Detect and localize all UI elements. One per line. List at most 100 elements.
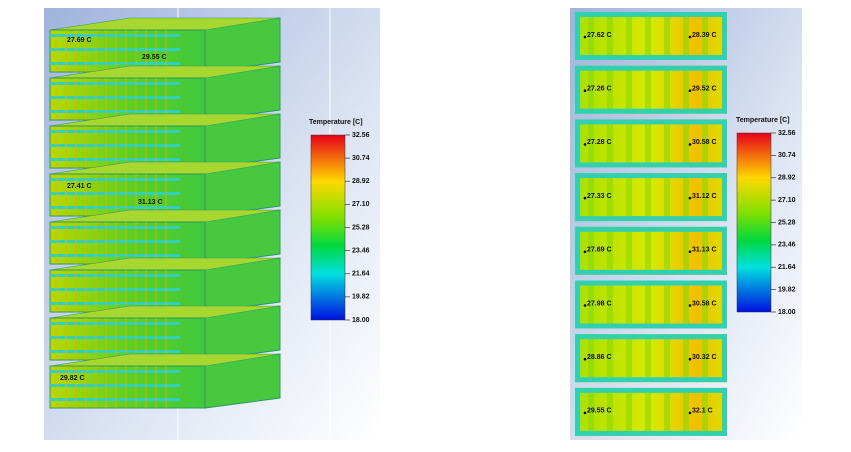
legend-tick-label: 23.46 [352,247,370,254]
cooling-bar [50,254,180,257]
cell-stripe [645,17,651,55]
cooling-bar [722,334,727,383]
color-bar [736,132,772,313]
cooling-bar [50,240,180,243]
probe-point [688,304,692,307]
probe-point [583,304,587,307]
cell-stripe [626,17,632,55]
cell-stripe [588,231,594,270]
probe-label: 30.58 C [692,300,717,307]
cooling-bar [575,119,580,168]
cell-stripe [683,70,689,109]
legend-tick-label: 32.56 [352,132,370,139]
cooling-bar [50,226,180,229]
cell-stripe [588,124,594,163]
legend-title: Temperature [C] [736,117,790,124]
cell-stripe [588,285,594,324]
legend-tick-label: 19.82 [352,294,370,301]
cooling-bar [722,226,727,275]
cell-stripe [683,231,689,270]
cell-stripe [683,124,689,163]
cooling-bar [50,206,180,209]
probe-label: 28.39 C [692,32,717,39]
legend-title: Temperature [C] [309,119,363,126]
cell-stripe [645,231,651,270]
cell-stripe [664,285,670,324]
probe-label: 31.13 C [692,247,717,254]
cell-stripe [626,392,632,431]
probe-label: 27.62 C [587,32,612,39]
probe-label: 30.32 C [692,354,717,361]
cell-stripe [683,17,689,55]
cooling-bar [575,430,727,436]
cooling-bar [50,370,180,373]
cooling-bar [575,280,580,329]
cell-stripe [607,178,613,217]
cooling-bar [50,62,180,65]
cooling-bar [575,377,727,383]
cell-stripe [645,178,651,217]
cell-stripe [645,392,651,431]
probe-point [583,89,587,92]
probe-point [688,411,692,415]
left-model: 27.69 C 29.55 C 27.41 C 31.13 C 29.82 C [49,17,281,409]
cooling-bar [722,119,727,168]
cell-stripe [588,70,594,109]
legend-tick-label: 23.46 [778,242,796,249]
cell-stripe [588,178,594,217]
legend-tick-label: 28.92 [778,175,796,182]
color-bar [310,134,346,321]
cell-stripe [645,285,651,324]
cell-stripe [702,70,708,109]
cooling-bar [575,108,727,114]
cooling-bar [575,55,727,60]
probe-label: 29.55 C [142,54,167,61]
legend-tick-label: 30.74 [778,152,796,159]
cooling-bar [575,12,580,60]
cooling-bar [50,144,180,147]
cell-stripe [664,231,670,270]
cell-stripe [683,178,689,217]
cooling-bar [575,323,727,329]
probe-point [583,250,587,254]
cell-stripe [626,70,632,109]
cell-stripe [683,285,689,324]
cooling-bar [575,226,580,275]
legend-tick-label: 18.00 [778,309,796,316]
legend-tick-label: 27.10 [352,201,370,208]
legend-tick-label: 32.56 [778,130,796,137]
cell-stripe [702,392,708,431]
cell-stripe [664,339,670,378]
cooling-bar [50,34,180,37]
cell-stripe [702,124,708,163]
cooling-bar [575,226,727,232]
cell-stripe [664,70,670,109]
legend-tick-label: 19.82 [778,286,796,293]
cooling-bar [575,334,580,383]
cell-stripe [588,17,594,55]
cell-stripe [607,392,613,431]
cell-stripe [702,231,708,270]
cell-stripe [645,124,651,163]
cell-stripe [588,392,594,431]
cooling-bar [50,158,180,161]
probe-label: 31.12 C [692,193,717,200]
cooling-bar [575,334,727,340]
cooling-bar [50,96,180,99]
probe-point [583,411,587,415]
probe-label: 27.98 C [587,300,612,307]
cell-stripe [702,178,708,217]
legend-tick-label: 28.92 [352,178,370,185]
cooling-bar [50,130,180,133]
probe-point [583,35,587,39]
cooling-bar [575,12,727,17]
cell-stripe [683,392,689,431]
probe-point [688,35,692,39]
cell-stripe [702,285,708,324]
probe-label: 27.28 C [587,139,612,146]
probe-point [688,196,692,200]
cell-stripe [645,339,651,378]
probe-label: 27.69 C [587,247,612,254]
probe-label: 32.1 C [692,408,713,415]
